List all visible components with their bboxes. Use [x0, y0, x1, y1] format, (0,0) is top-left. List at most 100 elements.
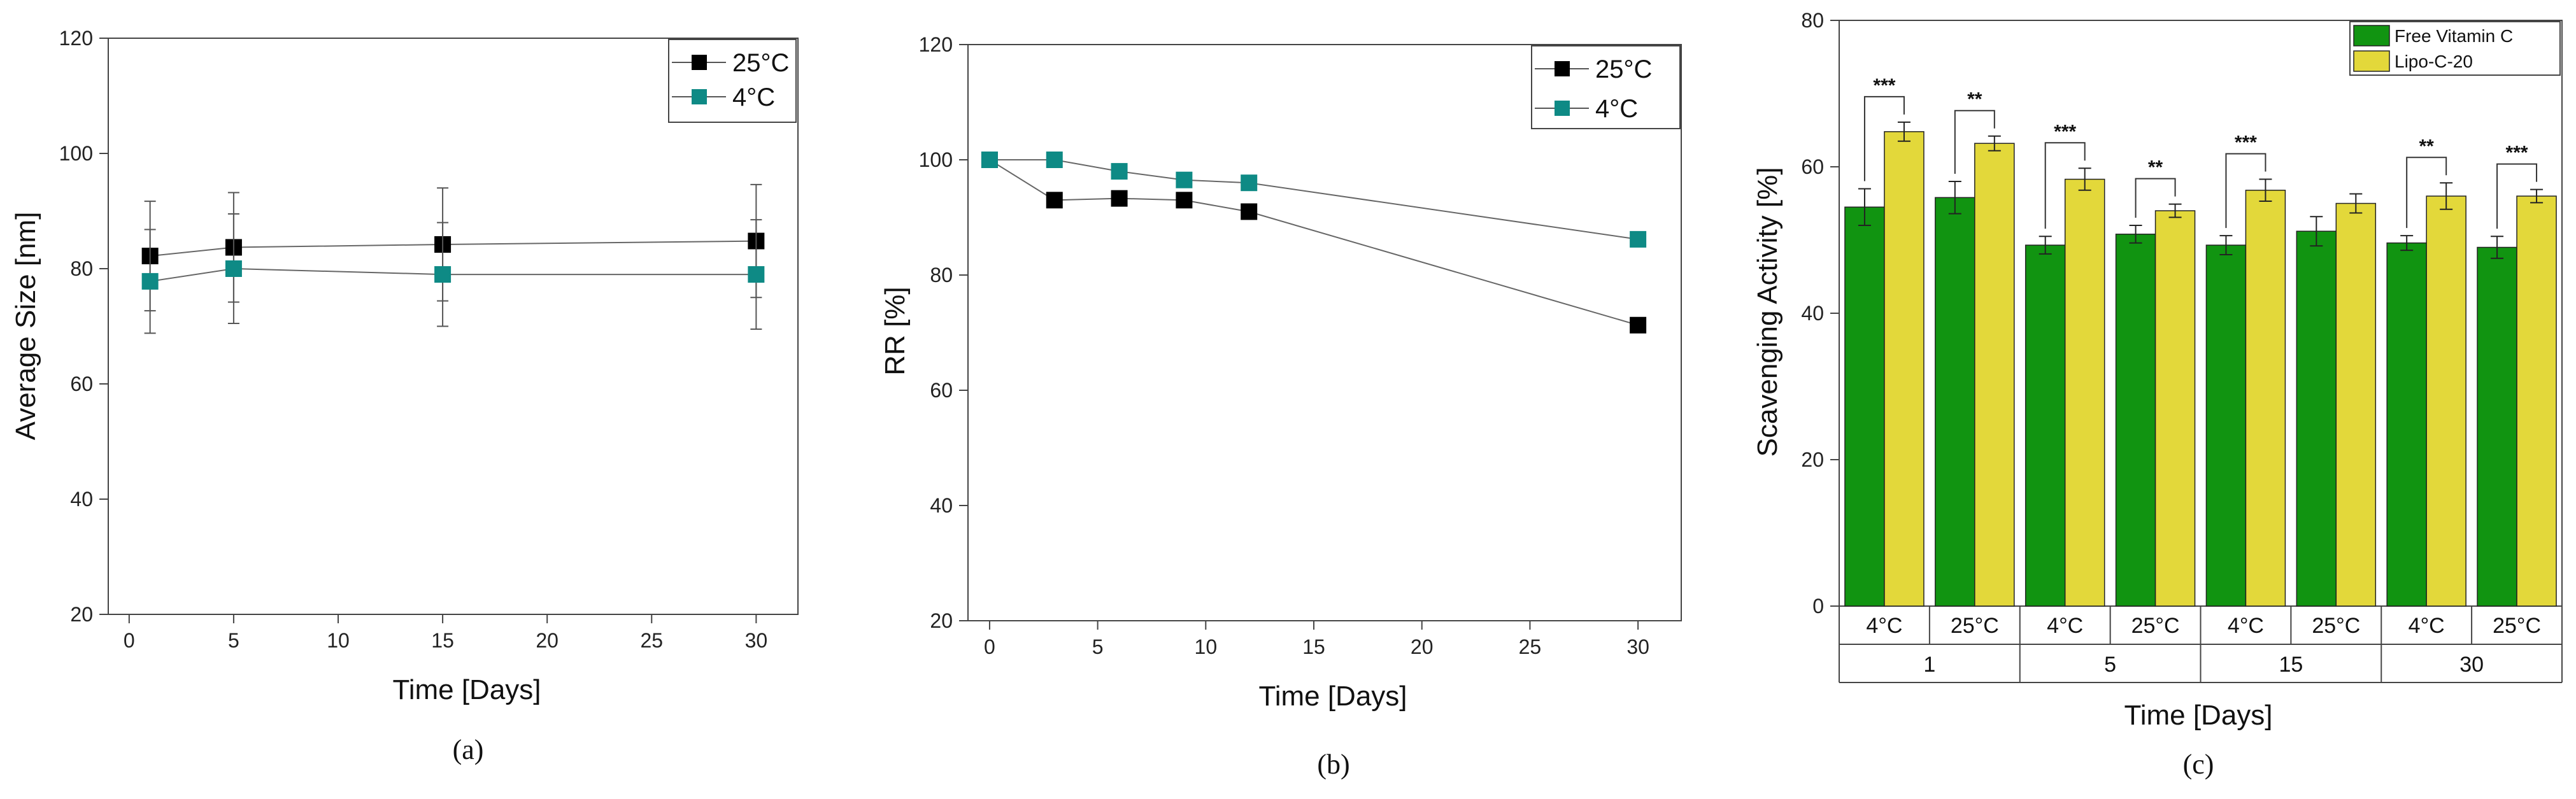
- panel-b-ytick-label: 60: [930, 379, 953, 402]
- panel-b-ytick-label: 120: [919, 33, 953, 56]
- panel-c-subgroup-label: 4°C: [2409, 614, 2445, 638]
- panel-c-significance-label: ***: [2054, 121, 2076, 142]
- panel-b-xtick-label: 25: [1519, 635, 1542, 658]
- panel-a-caption: (a): [453, 734, 484, 765]
- panel-b-data-point: [1630, 230, 1647, 248]
- panel-b-data-point: [1241, 203, 1258, 220]
- panel-a-ytick-label: 60: [70, 372, 93, 395]
- panel-b-series-line: [989, 159, 1639, 240]
- panel-c-significance-bracket: [1954, 110, 1995, 174]
- panel-c-subgroup-label: 4°C: [2047, 614, 2083, 638]
- panel-c-bar: [2477, 246, 2517, 607]
- panel-c-bar: [1844, 206, 1885, 607]
- panel-c-subgroup-label: 25°C: [2131, 614, 2180, 638]
- panel-c-significance-label: **: [2148, 157, 2163, 178]
- panel-a-xtick-label: 20: [536, 629, 559, 652]
- panel-a-ytick-label: 20: [70, 603, 93, 626]
- panel-b-legend: 25°C 4°C: [1531, 45, 1681, 129]
- panel-c-ytick-label: 20: [1801, 448, 1824, 471]
- panel-c-significance-label: **: [1967, 89, 1982, 110]
- panel-b-data-point: [981, 152, 998, 168]
- panel-b-data-point: [1046, 152, 1063, 168]
- panel-c-subgroup-label: 25°C: [2493, 614, 2541, 638]
- panel-b-xtick-label: 5: [1092, 635, 1104, 658]
- panel-c-subgroup-label: 4°C: [1866, 614, 1902, 638]
- panel-c-bar: [1935, 197, 1975, 607]
- panel-a-ytick-label: 80: [70, 257, 93, 280]
- legend-label-4c: 4°C: [1595, 95, 1638, 123]
- panel-c-significance-label: ***: [1873, 75, 1895, 96]
- legend-label-4c: 4°C: [732, 83, 775, 111]
- panel-b-xtick-label: 10: [1195, 635, 1218, 658]
- panel-a-xtick-label: 15: [431, 629, 454, 652]
- panel-c-ytick-label: 80: [1801, 9, 1824, 32]
- panel-a-series-line: [150, 267, 757, 282]
- legend-label-lipo-c-20: Lipo-C-20: [2395, 52, 2473, 71]
- panel-a-ytick-label: 40: [70, 488, 93, 511]
- panel-c-ytick-label: 60: [1801, 155, 1824, 178]
- panel-c-bar: [2335, 202, 2377, 607]
- panel-b-data-point: [1241, 174, 1258, 192]
- panel-b-frame: [967, 44, 1682, 621]
- panel-c-bar: [2516, 195, 2557, 607]
- panel-b-ytick-label: 20: [930, 609, 953, 632]
- panel-b-data-point: [1630, 316, 1647, 334]
- panel-b-ylabel: RR [%]: [879, 286, 911, 375]
- panel-c-significance-bracket: [2225, 153, 2266, 229]
- panel-b-data-point: [1176, 171, 1193, 188]
- legend-label-free-vitamin-c: Free Vitamin C: [2395, 26, 2513, 46]
- panel-c-significance-bracket: [2044, 142, 2086, 229]
- panel-c-bar: [2245, 190, 2286, 607]
- panel-c-group-label: 5: [2104, 653, 2116, 677]
- panel-c-bar: [2426, 195, 2466, 607]
- panel-a-xtick-label: 25: [640, 629, 663, 652]
- panel-a-ylabel: Average Size [nm]: [10, 212, 41, 441]
- panel-a-xtick-label: 30: [745, 629, 768, 652]
- panel-c-xlabel: Time [Days]: [2124, 700, 2272, 731]
- panel-a-xtick-label: 10: [327, 629, 350, 652]
- panel-c-group-label: 30: [2459, 653, 2484, 677]
- panel-b-data-point: [1111, 190, 1128, 207]
- panel-c-bar: [2115, 234, 2156, 607]
- panel-a-data-point: [141, 272, 159, 290]
- panel-b-xtick-label: 20: [1411, 635, 1434, 658]
- panel-c-significance-bracket: [2135, 178, 2176, 218]
- panel-b-ytick-label: 100: [919, 148, 953, 171]
- panel-a-ytick-label: 120: [59, 27, 93, 50]
- panel-c-ytick-label: 40: [1801, 302, 1824, 325]
- panel-a-series-line: [150, 240, 757, 257]
- legend-marker-25c: [1555, 61, 1570, 76]
- panel-a-ytick-label: 100: [59, 142, 93, 165]
- legend-label-25c: 25°C: [1595, 55, 1652, 83]
- panel-b-data-point: [1046, 192, 1063, 209]
- panel-c-bar: [2025, 244, 2066, 607]
- panel-c-legend: Free Vitamin C Lipo-C-20: [2349, 21, 2561, 76]
- panel-a-xtick-label: 0: [124, 629, 135, 652]
- legend-marker-4c: [692, 89, 707, 104]
- panel-a-data-point: [434, 266, 452, 283]
- panel-a-data-point: [225, 260, 242, 277]
- panel-c-significance-label: ***: [2235, 132, 2257, 153]
- panel-a-legend: 25°C 4°C: [668, 39, 797, 123]
- panel-a-xtick-label: 5: [228, 629, 239, 652]
- panel-a-data-point: [748, 266, 765, 283]
- panel-b-xtick-label: 0: [984, 635, 995, 658]
- panel-c-significance-bracket: [2496, 163, 2538, 229]
- panel-c-caption: (c): [2183, 749, 2214, 780]
- legend-marker-25c: [692, 55, 707, 70]
- panel-b-ytick-label: 80: [930, 264, 953, 286]
- panel-b-xlabel: Time [Days]: [1258, 681, 1407, 712]
- legend-swatch-lipo-c-20: [2353, 50, 2390, 72]
- legend-swatch-free-vitamin-c: [2353, 25, 2390, 46]
- panel-c-subgroup-label: 25°C: [1951, 614, 1999, 638]
- panel-b-caption: (b): [1317, 749, 1349, 780]
- panel-b-data-point: [1111, 163, 1128, 180]
- panel-c-significance-label: ***: [2506, 143, 2528, 164]
- panel-a-frame: [108, 38, 799, 615]
- panel-c-significance-bracket: [1863, 95, 1905, 181]
- panel-a-xlabel: Time [Days]: [392, 674, 541, 705]
- legend-marker-4c: [1555, 101, 1570, 116]
- legend-label-25c: 25°C: [732, 49, 789, 77]
